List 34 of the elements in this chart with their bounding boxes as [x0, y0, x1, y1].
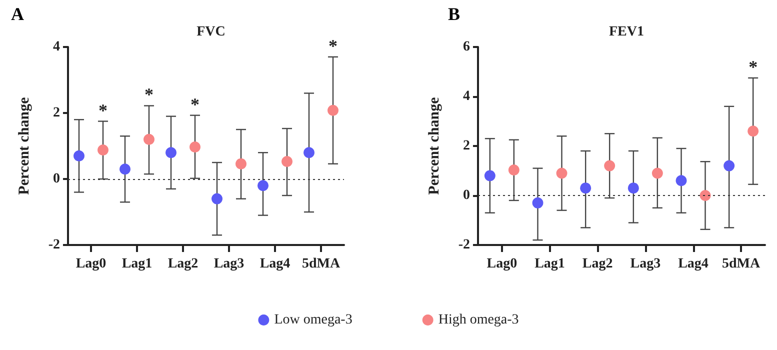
y-tick-label: 0	[463, 188, 470, 203]
x-tick-label: Lag3	[214, 256, 244, 272]
x-tick-label: 5dMA	[722, 256, 762, 272]
y-tick-label: 4	[463, 89, 470, 104]
y-tick-label: 6	[463, 40, 470, 54]
y-axis-title: Percent change	[16, 96, 32, 195]
x-tick-label: Lag0	[486, 256, 518, 272]
y-tick-label: 4	[53, 40, 60, 54]
y-tick-label: 2	[463, 138, 470, 154]
y-tick-label: -2	[48, 238, 60, 252]
x-tick-label: 5dMA	[302, 256, 341, 272]
y-tick-label: 0	[53, 172, 60, 186]
x-tick-label: Lag2	[168, 256, 198, 272]
data-label: *	[328, 36, 338, 56]
legend-label: Low omega-3	[274, 312, 352, 328]
chart-title: FVC	[196, 24, 226, 40]
x-tick-label: Lag0	[76, 256, 106, 272]
x-tick-label: Lag3	[630, 256, 661, 272]
data-label: *	[748, 56, 758, 77]
legend-label: High omega-3	[438, 312, 519, 328]
x-tick-label: Lag2	[582, 256, 613, 272]
text: B	[448, 4, 460, 24]
x-tick-label: Lag1	[122, 256, 152, 272]
data-label: *	[190, 94, 200, 114]
y-tick-label: 2	[53, 106, 60, 120]
y-axis-title: Percent change	[426, 96, 442, 195]
chart-title: FEV1	[609, 24, 644, 40]
data-label: *	[98, 100, 108, 120]
x-tick-label: Lag4	[678, 256, 708, 272]
data-label: *	[144, 84, 154, 105]
y-tick-label: -2	[458, 238, 470, 252]
text: A	[11, 4, 24, 24]
x-tick-label: Lag4	[260, 256, 290, 272]
x-tick-label: Lag1	[534, 256, 565, 272]
